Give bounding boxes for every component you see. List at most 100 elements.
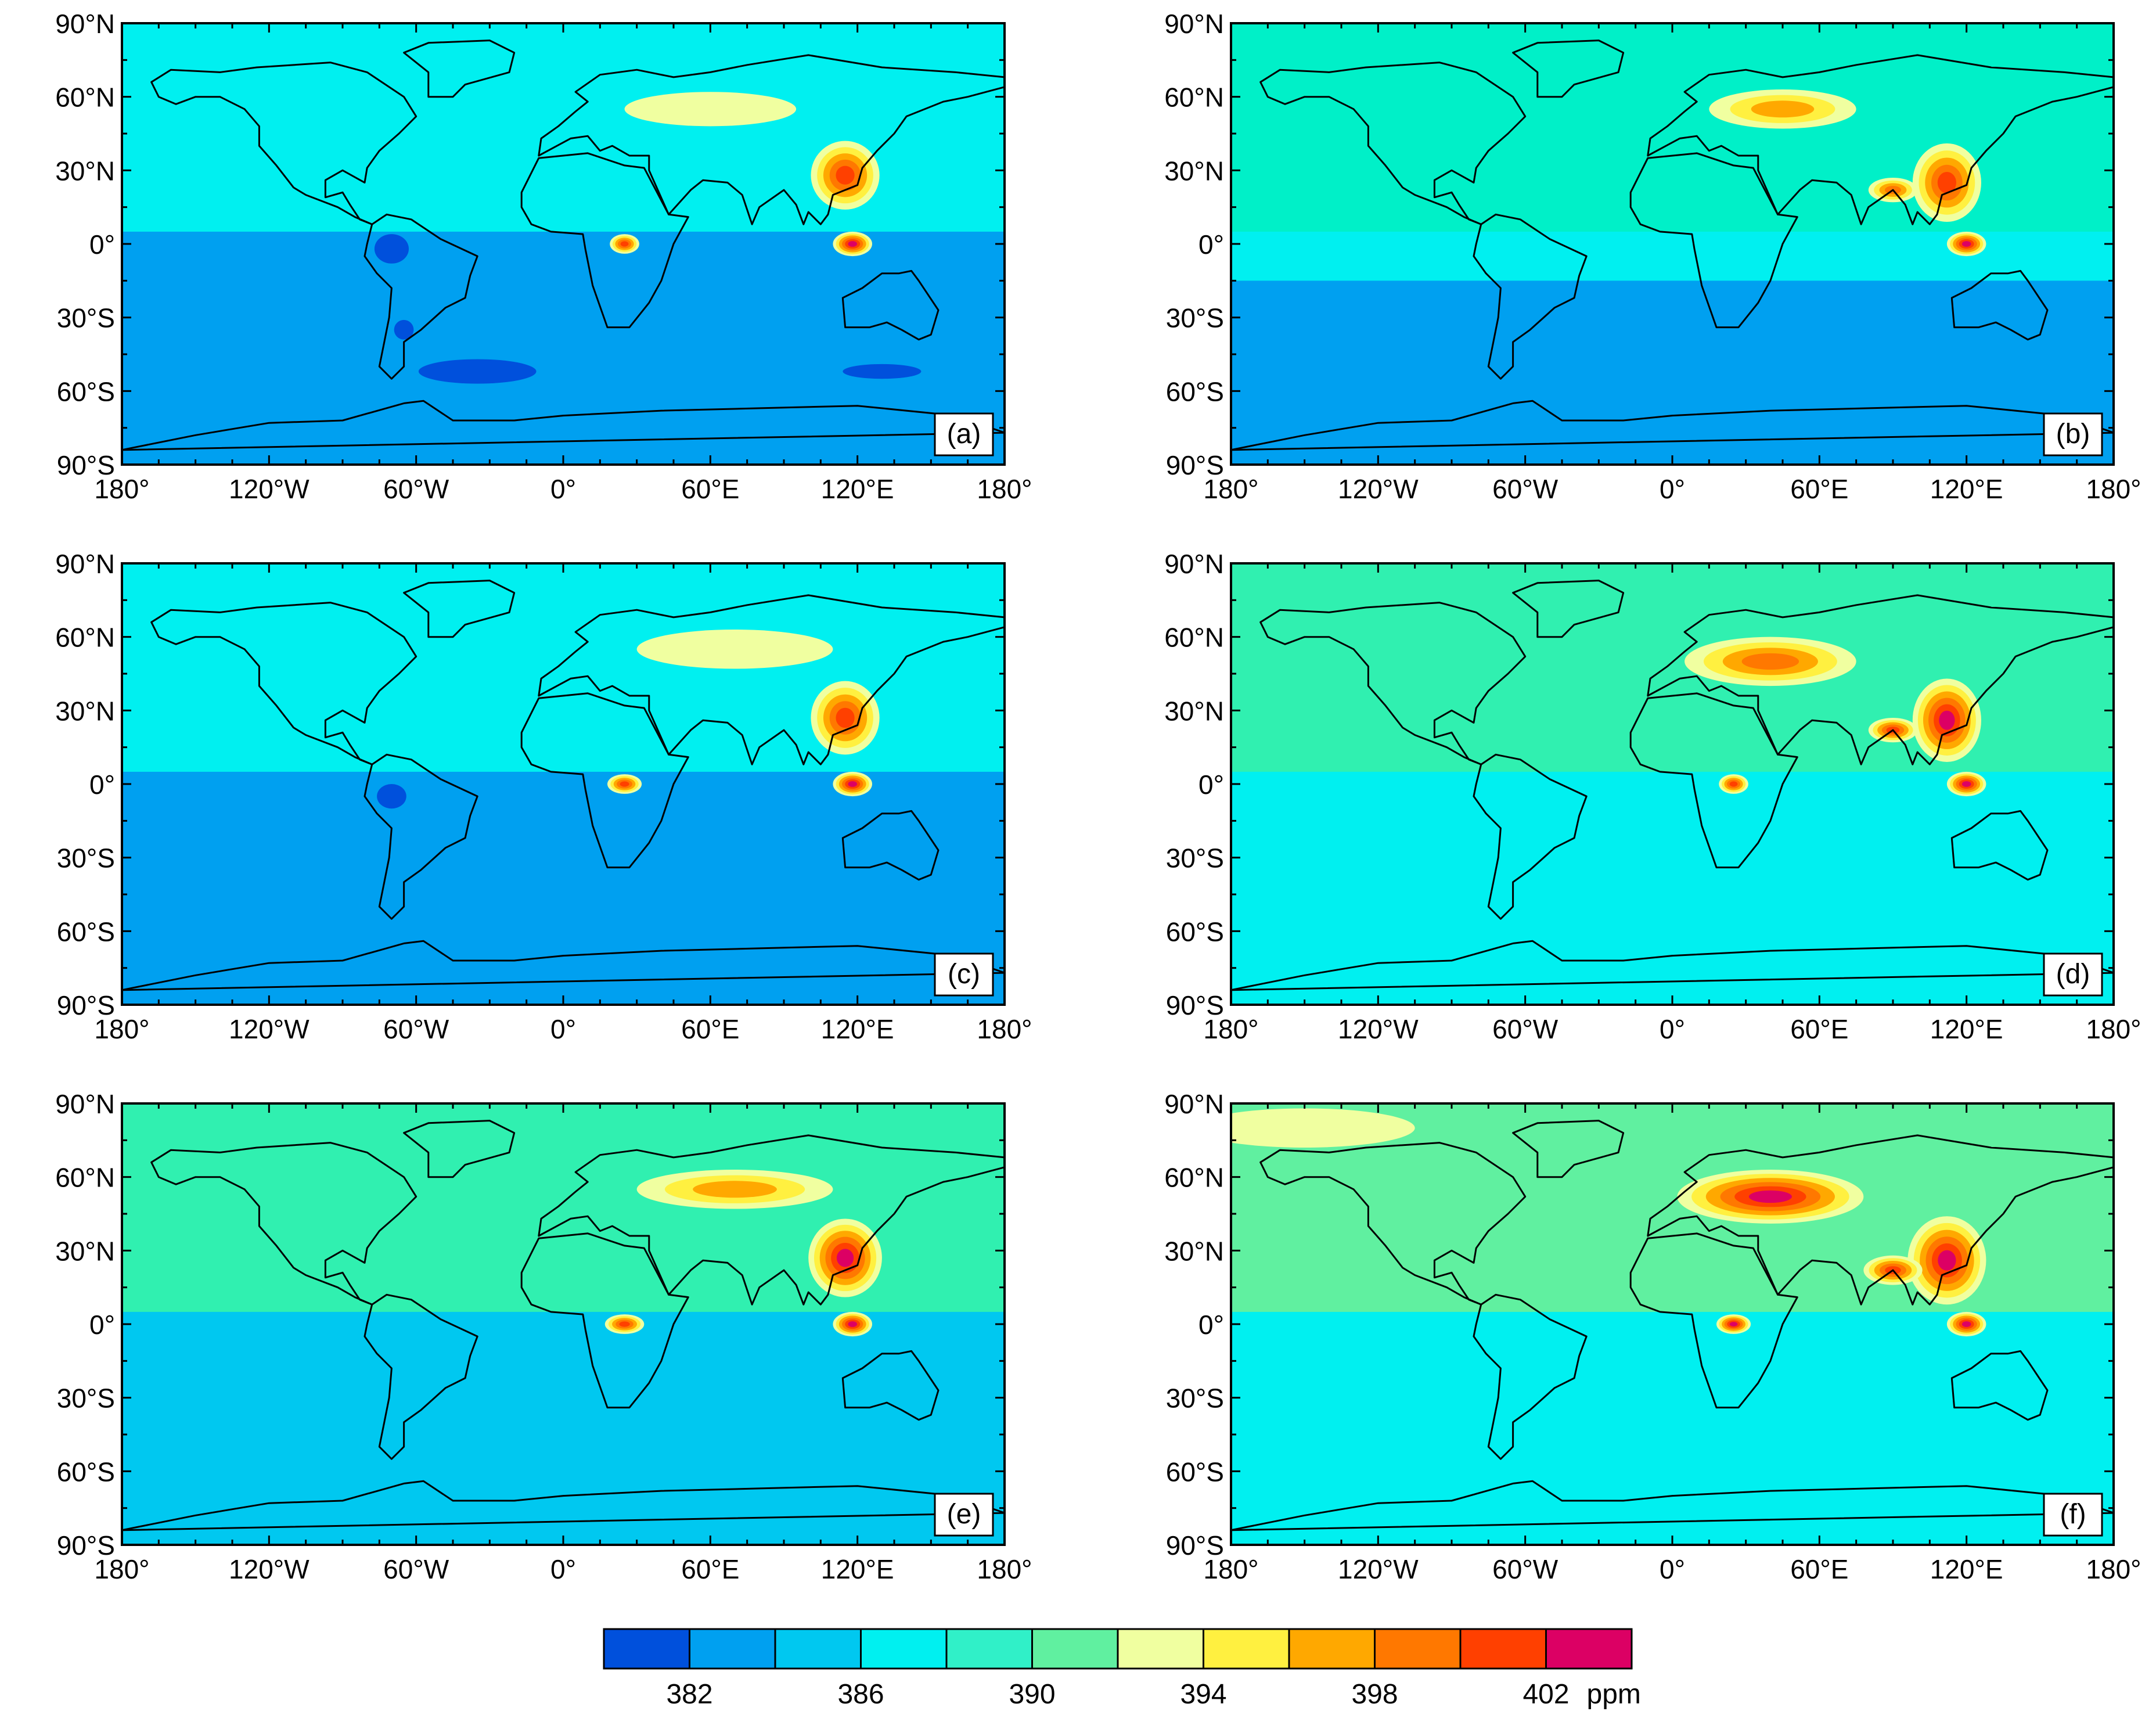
high-concentration-area (624, 92, 797, 127)
colorbar-segment (945, 1628, 1033, 1670)
lat-label: 90°N (55, 9, 115, 39)
map-field (1231, 563, 2114, 1005)
coastline-antarctica (1230, 1480, 2115, 1531)
lon-label: 120°E (821, 1014, 894, 1044)
high-concentration-area (848, 781, 858, 787)
panel-label-box (934, 412, 994, 456)
lon-label: 0° (550, 474, 576, 504)
lon-label: 180° (94, 1554, 149, 1584)
lat-label: 90°S (57, 1530, 115, 1561)
coastline-antarctica (1230, 400, 2115, 451)
lon-label: 120°E (821, 1554, 894, 1584)
coastline-north-america (1259, 1142, 1527, 1306)
high-concentration-area (1961, 241, 1971, 247)
northern-band (1231, 23, 2114, 232)
coastline-eurasia (538, 54, 1006, 225)
high-concentration-area (619, 1321, 630, 1327)
colorbar-segment (1031, 1628, 1119, 1670)
lon-label: 60°E (681, 1554, 739, 1584)
colorbar: 382 386 390 394 398 402 ppm (603, 1628, 1641, 1710)
lon-label: 60°E (1790, 1554, 1848, 1584)
panel-label-box (2043, 952, 2103, 997)
lon-label: 120°E (821, 474, 894, 504)
colorbar-tick-label: 394 (1180, 1679, 1226, 1710)
coastline-eurasia (1647, 594, 2115, 765)
coastline-eurasia (538, 1134, 1006, 1306)
colorbar-tick-label: 398 (1351, 1679, 1398, 1710)
lon-label: 120°E (1930, 474, 2003, 504)
coastline-south-america (363, 1293, 478, 1460)
lat-label: 30°N (1164, 156, 1224, 186)
coastline-south-america (1473, 213, 1588, 380)
panel-label: (e) (947, 1499, 981, 1530)
lat-label: 90°N (55, 1089, 115, 1119)
lat-label: 30°S (57, 843, 115, 873)
high-concentration-area (1938, 1250, 1956, 1271)
colorbar-segment (1459, 1628, 1547, 1670)
lon-label: 60°E (1790, 474, 1848, 504)
coastline-africa (1629, 1232, 1798, 1409)
coastline-south-america (363, 213, 478, 380)
lon-label: 120°W (1338, 474, 1419, 504)
lon-label: 60°W (1492, 474, 1558, 504)
coastline-south-america (1473, 1293, 1588, 1460)
high-concentration-area (620, 241, 629, 247)
lat-label: 90°S (57, 990, 115, 1020)
lon-label: 180° (2086, 1554, 2141, 1584)
colorbar-tick-label: 402 (1522, 1679, 1569, 1710)
high-concentration-area (1937, 172, 1957, 193)
colorbar-segment (1545, 1628, 1633, 1670)
lon-label: 180° (1203, 1014, 1258, 1044)
high-concentration-area (836, 166, 855, 185)
coastline-greenland (1512, 580, 1625, 638)
coastline-greenland (403, 39, 516, 98)
lat-label: 90°S (1166, 1530, 1224, 1561)
high-concentration-area (1961, 781, 1971, 787)
lat-label: 60°N (55, 82, 115, 113)
lon-label: 180° (1203, 1554, 1258, 1584)
lon-label: 180° (977, 474, 1032, 504)
coastline-greenland (1512, 39, 1625, 98)
panel-label: (d) (2056, 959, 2090, 990)
map-field (1231, 23, 2114, 465)
lon-label: 60°E (681, 1014, 739, 1044)
coastline-africa (520, 692, 689, 869)
coastline-eurasia (1647, 1134, 2115, 1306)
lon-label: 180° (977, 1554, 1032, 1584)
high-concentration-area (693, 1181, 777, 1198)
high-concentration-area (848, 1321, 858, 1327)
lat-label: 30°N (55, 696, 115, 726)
lat-label: 60°S (1166, 376, 1224, 407)
coastline-africa (1629, 692, 1798, 869)
lat-label: 0° (89, 770, 115, 800)
southern-band (122, 821, 1005, 1005)
lat-label: 60°N (1164, 1163, 1224, 1193)
lat-label: 60°S (57, 916, 115, 947)
coastline-greenland (1512, 1120, 1625, 1178)
coastline-australia (841, 269, 940, 341)
coastline-south-america (363, 753, 478, 920)
coastline-australia (841, 810, 940, 881)
coastline-antarctica (121, 940, 1006, 991)
colorbar-unit: ppm (1587, 1679, 1641, 1710)
lat-label: 90°N (1164, 1089, 1224, 1119)
coastline-north-america (1259, 62, 1527, 225)
lon-label: 60°E (681, 474, 739, 504)
high-concentration-area (1961, 1321, 1971, 1327)
coastline-north-america (150, 1142, 417, 1306)
colorbar-segment (860, 1628, 948, 1670)
coastline-antarctica (121, 1480, 1006, 1531)
low-concentration-area (418, 359, 537, 384)
lat-label: 0° (89, 1310, 115, 1340)
panel-label-box (2043, 1493, 2103, 1537)
high-concentration-area (636, 630, 833, 669)
lon-label: 120°W (229, 474, 309, 504)
coastline-eurasia (538, 594, 1006, 765)
lon-label: 120°W (1338, 1014, 1419, 1044)
northern-band (122, 23, 1005, 232)
coastline-greenland (403, 1120, 516, 1178)
southern-band (1231, 281, 2114, 465)
